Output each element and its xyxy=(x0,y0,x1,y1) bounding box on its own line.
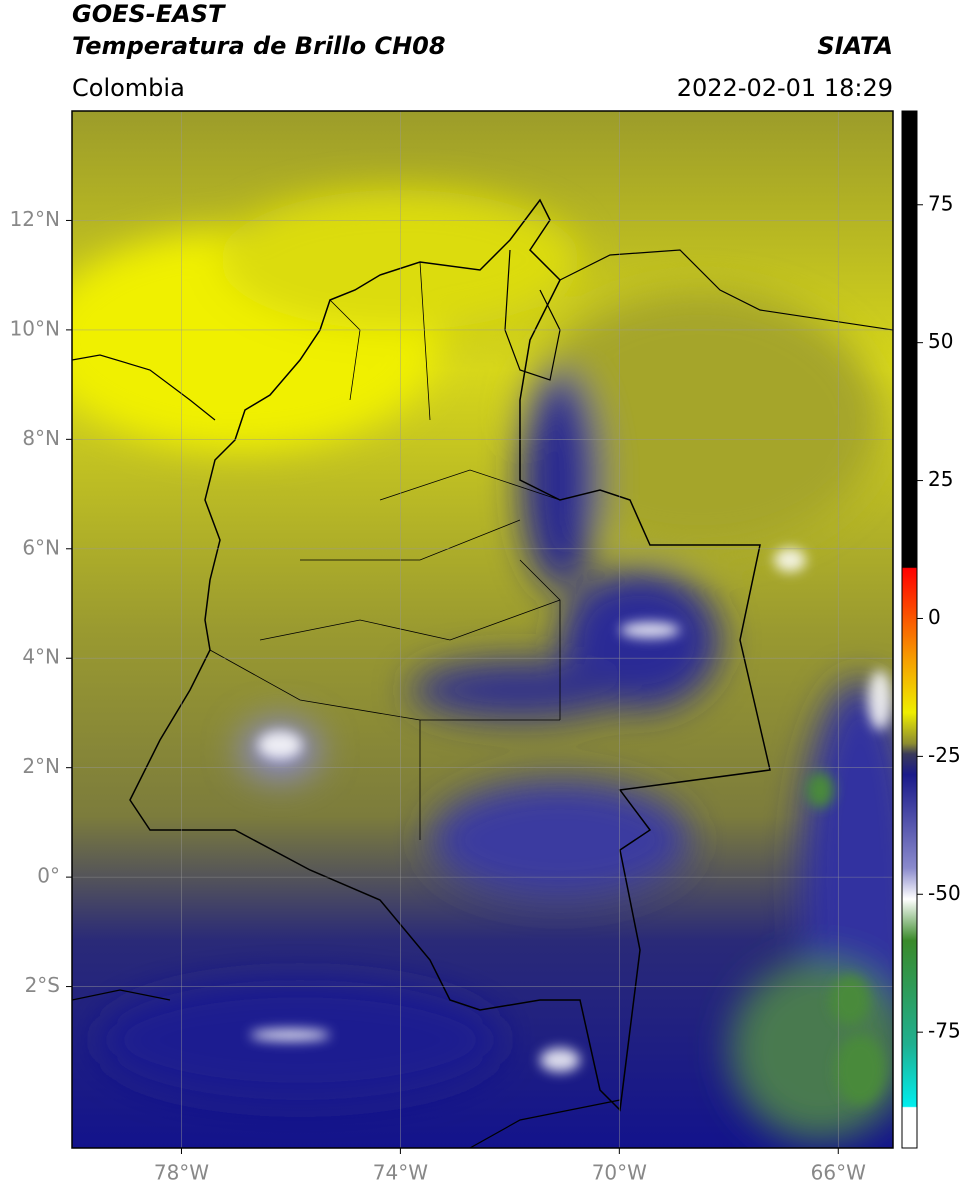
lat-tick-label: 8°N xyxy=(22,426,60,450)
lon-tick-label: 66°W xyxy=(811,1161,866,1185)
lat-tick-label: 2°N xyxy=(22,754,60,778)
lat-tick-label: 4°N xyxy=(22,645,60,669)
colorbar xyxy=(901,110,918,1149)
satellite-image xyxy=(72,111,893,1148)
lon-tick-label: 78°W xyxy=(154,1161,209,1185)
title: GOES-EAST xyxy=(72,0,226,28)
lat-tick-label: 12°N xyxy=(10,207,60,231)
lon-tick-label: 74°W xyxy=(373,1161,428,1185)
colorbar-tick-label: -25 xyxy=(928,743,961,767)
colorbar-tick-label: 75 xyxy=(928,191,953,215)
colorbar-tick-label: 0 xyxy=(928,605,941,629)
colorbar-tick-label: -75 xyxy=(928,1019,961,1043)
lat-tick-label: 2°S xyxy=(25,973,60,997)
region: Colombia xyxy=(72,74,185,102)
lat-tick-label: 10°N xyxy=(10,316,60,340)
timestamp: 2022-02-01 18:29 xyxy=(677,74,893,102)
subtitle: Temperatura de Brillo CH08 xyxy=(72,32,446,60)
colorbar-tick-label: 25 xyxy=(928,467,953,491)
lat-tick-label: 6°N xyxy=(22,535,60,559)
graticule xyxy=(72,111,893,1148)
source: SIATA xyxy=(817,32,893,60)
colorbar-tick-label: 50 xyxy=(928,329,953,353)
map-frame xyxy=(71,110,894,1149)
lon-tick-label: 70°W xyxy=(592,1161,647,1185)
lat-tick-label: 0° xyxy=(37,864,60,888)
colorbar-tick-label: -50 xyxy=(928,881,961,905)
